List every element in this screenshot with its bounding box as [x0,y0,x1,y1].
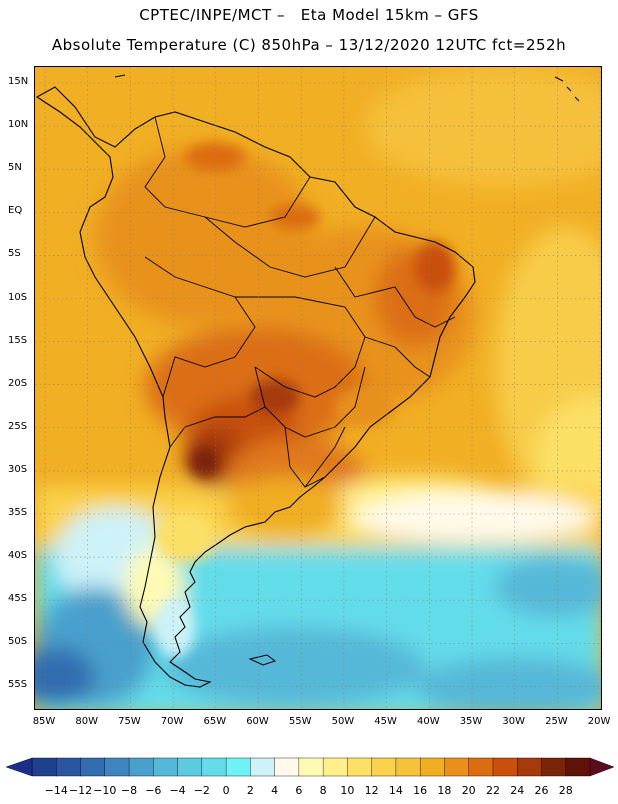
colorbar-tick-label: 28 [558,784,573,797]
lat-label: 50S [8,636,28,648]
lon-label: 40W [416,716,440,727]
lon-label: 35W [459,716,483,727]
caribbean-islands [114,74,580,102]
lat-label: 30S [8,463,28,475]
lat-label: 35S [8,507,28,518]
colorbar-tick-label: 22 [485,784,500,797]
colorbar-tick-label: 10 [340,784,355,797]
colorbar-tick-label: −8 [120,784,138,797]
colorbar-swatch [153,757,179,777]
colorbar-swatch [104,757,130,777]
colorbar-swatch [492,757,518,777]
colorbar-tick-label: 12 [364,784,379,797]
lon-label: 60W [246,716,269,727]
lon-label: 20W [587,716,611,727]
lat-label: 5N [8,162,22,174]
colorbar-tick-label: 24 [510,784,525,797]
lon-label: 45W [374,716,397,727]
lat-label: 10S [8,291,28,303]
lat-label: 15S [8,334,28,346]
colorbar-tick-label: 8 [319,784,327,797]
colorbar-tick-label: 14 [388,784,403,797]
colorbar-tick-label: 0 [222,784,230,797]
colorbar-swatch [201,757,227,777]
colorbar-tick-label: −4 [169,784,186,797]
lon-label: 70W [160,716,184,727]
lat-label: 45S [8,593,28,605]
lon-label: 30W [502,716,525,727]
colorbar-tick-label: −14 [44,784,68,797]
lon-label: 50W [331,716,355,727]
lon-label: 85W [32,716,56,727]
falkland-islands [248,654,277,666]
lat-label: 40S [8,550,28,562]
map-title-line-2: Absolute Temperature (C) 850hPa – 13/12/… [51,36,567,54]
lat-label: 10N [8,119,29,131]
temperature-map [34,66,602,710]
colorbar-swatch [298,757,324,777]
colorbar-swatch [128,757,155,777]
temperature-detail [155,143,455,657]
colorbar-tick-label: 26 [534,784,549,797]
colorbar-swatch [468,757,494,777]
colorbar-swatch [419,757,446,777]
colorbar-swatch [565,757,591,777]
colorbar-swatch [371,757,397,777]
colorbar-tick-label: 6 [295,784,303,797]
colorbar-tick-label: 20 [461,784,476,797]
colorbar-tick-label: 16 [413,784,428,797]
lat-label: 25S [8,420,28,432]
colorbar-swatch [322,757,349,777]
colorbar-swatch [225,757,252,777]
colorbar-swatch [395,757,421,777]
colorbar-tick-label: −2 [193,784,210,797]
lon-label: 65W [203,716,227,727]
temperature-field [35,67,601,709]
colorbar-tick-label: 18 [437,784,452,797]
country-borders [144,116,456,488]
colorbar-tick-label: −10 [93,784,117,797]
colorbar-tick-label: 2 [246,784,254,797]
lon-label: 75W [118,716,141,727]
lat-label: 5S [8,248,21,260]
colorbar-swatch [250,757,276,777]
colorbar-tick-label: −6 [145,784,162,797]
colorbar-arrow-left [5,757,33,777]
colorbar-tick-label: 4 [271,784,279,797]
lat-label: 55S [8,679,28,691]
lon-label: 55W [288,716,312,727]
temperature-colorbar [0,748,618,800]
colorbar-swatch [274,757,300,777]
colorbar-arrow-right [589,757,615,777]
lat-label: EQ [8,205,23,217]
lat-lon-grid [35,67,601,709]
colorbar-swatch [517,757,543,777]
colorbar-swatch [177,757,203,777]
lon-label: 25W [545,716,568,727]
colorbar-swatch [541,757,567,777]
lat-label: 20S [8,377,28,389]
colorbar-swatch [347,757,373,777]
map-title-line-1: CPTEC/INPE/MCT – Eta Model 15km – GFS [139,6,479,24]
colorbar-swatch [444,757,470,777]
colorbar-tick-label: −12 [68,784,93,797]
coastline [35,86,476,688]
colorbar-swatch [31,757,57,777]
lon-label: 80W [75,716,98,727]
lat-label: 15N [8,76,29,87]
colorbar-swatch [80,757,106,777]
colorbar-swatch [56,757,82,777]
